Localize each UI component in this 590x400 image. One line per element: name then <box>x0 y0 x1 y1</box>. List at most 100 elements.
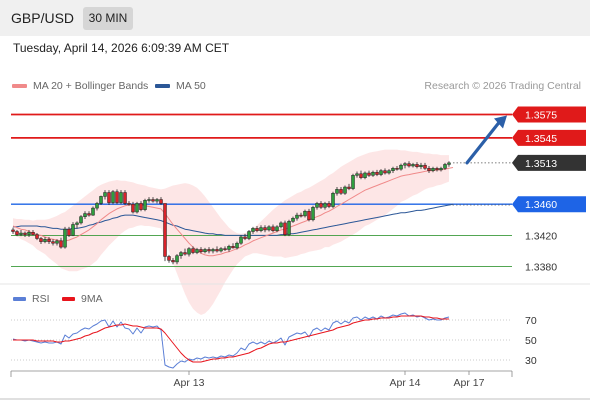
legend-9ma: 9MA <box>62 293 103 305</box>
ma50-label: MA 50 <box>176 80 206 92</box>
candle-body-48 <box>203 249 207 253</box>
candle-body-99 <box>407 163 411 167</box>
candle-body-54 <box>227 246 231 250</box>
candle-body-62 <box>259 227 263 231</box>
candle-body-29 <box>127 203 131 205</box>
9ma-label: 9MA <box>81 293 103 305</box>
ma20-line <box>12 167 454 257</box>
candle-body-31 <box>135 203 139 213</box>
level-label-1.3380: 1.3380 <box>525 262 557 274</box>
candle-body-59 <box>247 231 251 239</box>
candle-body-73 <box>303 210 307 217</box>
candle-body-23 <box>103 192 107 197</box>
candle-body-75 <box>311 207 315 221</box>
rsi-9ma-line <box>13 315 449 363</box>
candle-body-22 <box>99 196 103 204</box>
candle-body-104 <box>427 168 431 171</box>
candle-body-37 <box>159 199 163 204</box>
rsi-label: RSI <box>32 293 50 305</box>
candle-body-19 <box>87 213 91 216</box>
candle-body-67 <box>279 222 283 228</box>
9ma-swatch <box>62 297 75 301</box>
ma50-line <box>13 203 454 236</box>
x-tick-label-Apr-17: Apr 17 <box>454 377 485 389</box>
rsi-swatch <box>13 297 26 301</box>
candle-body-85 <box>351 175 355 189</box>
candle-body-82 <box>339 189 343 194</box>
candle-body-60 <box>251 228 255 232</box>
forecast-arrow-head <box>494 115 507 129</box>
candle-body-49 <box>207 249 211 252</box>
candle-body-35 <box>151 199 155 202</box>
rsi-tick-30: 30 <box>525 355 537 367</box>
level-label-1.3460: 1.3460 <box>525 199 557 211</box>
candle-body-74 <box>307 210 311 221</box>
candle-body-39 <box>167 256 171 261</box>
candle-body-105 <box>431 168 435 171</box>
candle-body-87 <box>359 173 363 178</box>
candle-body-66 <box>275 226 279 231</box>
candle-body-40 <box>171 260 175 263</box>
ma20-label: MA 20 + Bollinger Bands <box>33 80 149 92</box>
candle-body-20 <box>91 207 95 216</box>
level-label-1.3545: 1.3545 <box>525 133 557 145</box>
candle-body-84 <box>347 186 351 189</box>
candle-body-55 <box>231 246 235 249</box>
candle-body-21 <box>95 203 99 209</box>
top-bar: GBP/USD 30 MIN <box>0 0 590 36</box>
candle-body-24 <box>107 192 111 203</box>
candle-body-107 <box>439 168 443 171</box>
candle-body-88 <box>363 172 367 178</box>
candle-body-78 <box>323 203 327 208</box>
candle-body-33 <box>143 200 147 210</box>
candle-body-92 <box>379 170 383 175</box>
candle-body-53 <box>223 248 227 250</box>
candle-body-4 <box>27 232 31 235</box>
candle-body-28 <box>123 192 127 204</box>
candle-body-42 <box>179 252 183 256</box>
level-box-1.3575 <box>512 106 586 123</box>
candle-body-13 <box>63 228 67 248</box>
candle-body-18 <box>83 213 87 217</box>
level-label-1.3513: 1.3513 <box>525 158 557 170</box>
candle-body-0 <box>11 229 15 232</box>
candle-body-91 <box>375 171 379 175</box>
interval-button[interactable]: 30 MIN <box>83 7 133 30</box>
candle-body-9 <box>47 239 51 242</box>
candle-body-58 <box>243 236 247 239</box>
candle-body-15 <box>71 224 75 236</box>
candle-body-12 <box>59 240 63 248</box>
bottom-border <box>0 398 590 400</box>
candle-body-6 <box>35 234 39 239</box>
candle-body-1 <box>15 231 19 235</box>
candle-body-10 <box>51 241 55 244</box>
candle-body-25 <box>111 191 115 203</box>
candle-body-16 <box>75 222 79 225</box>
candle-body-96 <box>395 168 399 170</box>
legend-rsi: RSI <box>13 293 50 305</box>
forecast-arrow-shaft <box>465 120 501 165</box>
candle-body-80 <box>331 193 335 207</box>
level-box-1.3513 <box>512 154 586 171</box>
candle-body-50 <box>211 249 215 252</box>
candle-body-95 <box>391 168 395 171</box>
candle-body-61 <box>255 228 259 231</box>
candle-body-109 <box>447 162 451 165</box>
legend-ma50: MA 50 <box>155 80 206 92</box>
candle-body-71 <box>295 214 299 219</box>
candle-body-34 <box>147 199 151 201</box>
candle-body-97 <box>399 164 403 170</box>
candle-body-45 <box>191 248 195 253</box>
candle-body-65 <box>271 226 275 231</box>
candle-body-77 <box>319 203 323 208</box>
candle-body-106 <box>435 168 439 171</box>
candle-body-63 <box>263 227 267 231</box>
candle-body-108 <box>443 164 447 169</box>
candle-body-44 <box>187 248 191 255</box>
x-tick-label-Apr-13: Apr 13 <box>174 377 205 389</box>
candle-body-36 <box>155 199 159 202</box>
candle-body-98 <box>403 163 407 166</box>
candle-body-64 <box>267 226 271 231</box>
candle-body-52 <box>219 248 223 252</box>
